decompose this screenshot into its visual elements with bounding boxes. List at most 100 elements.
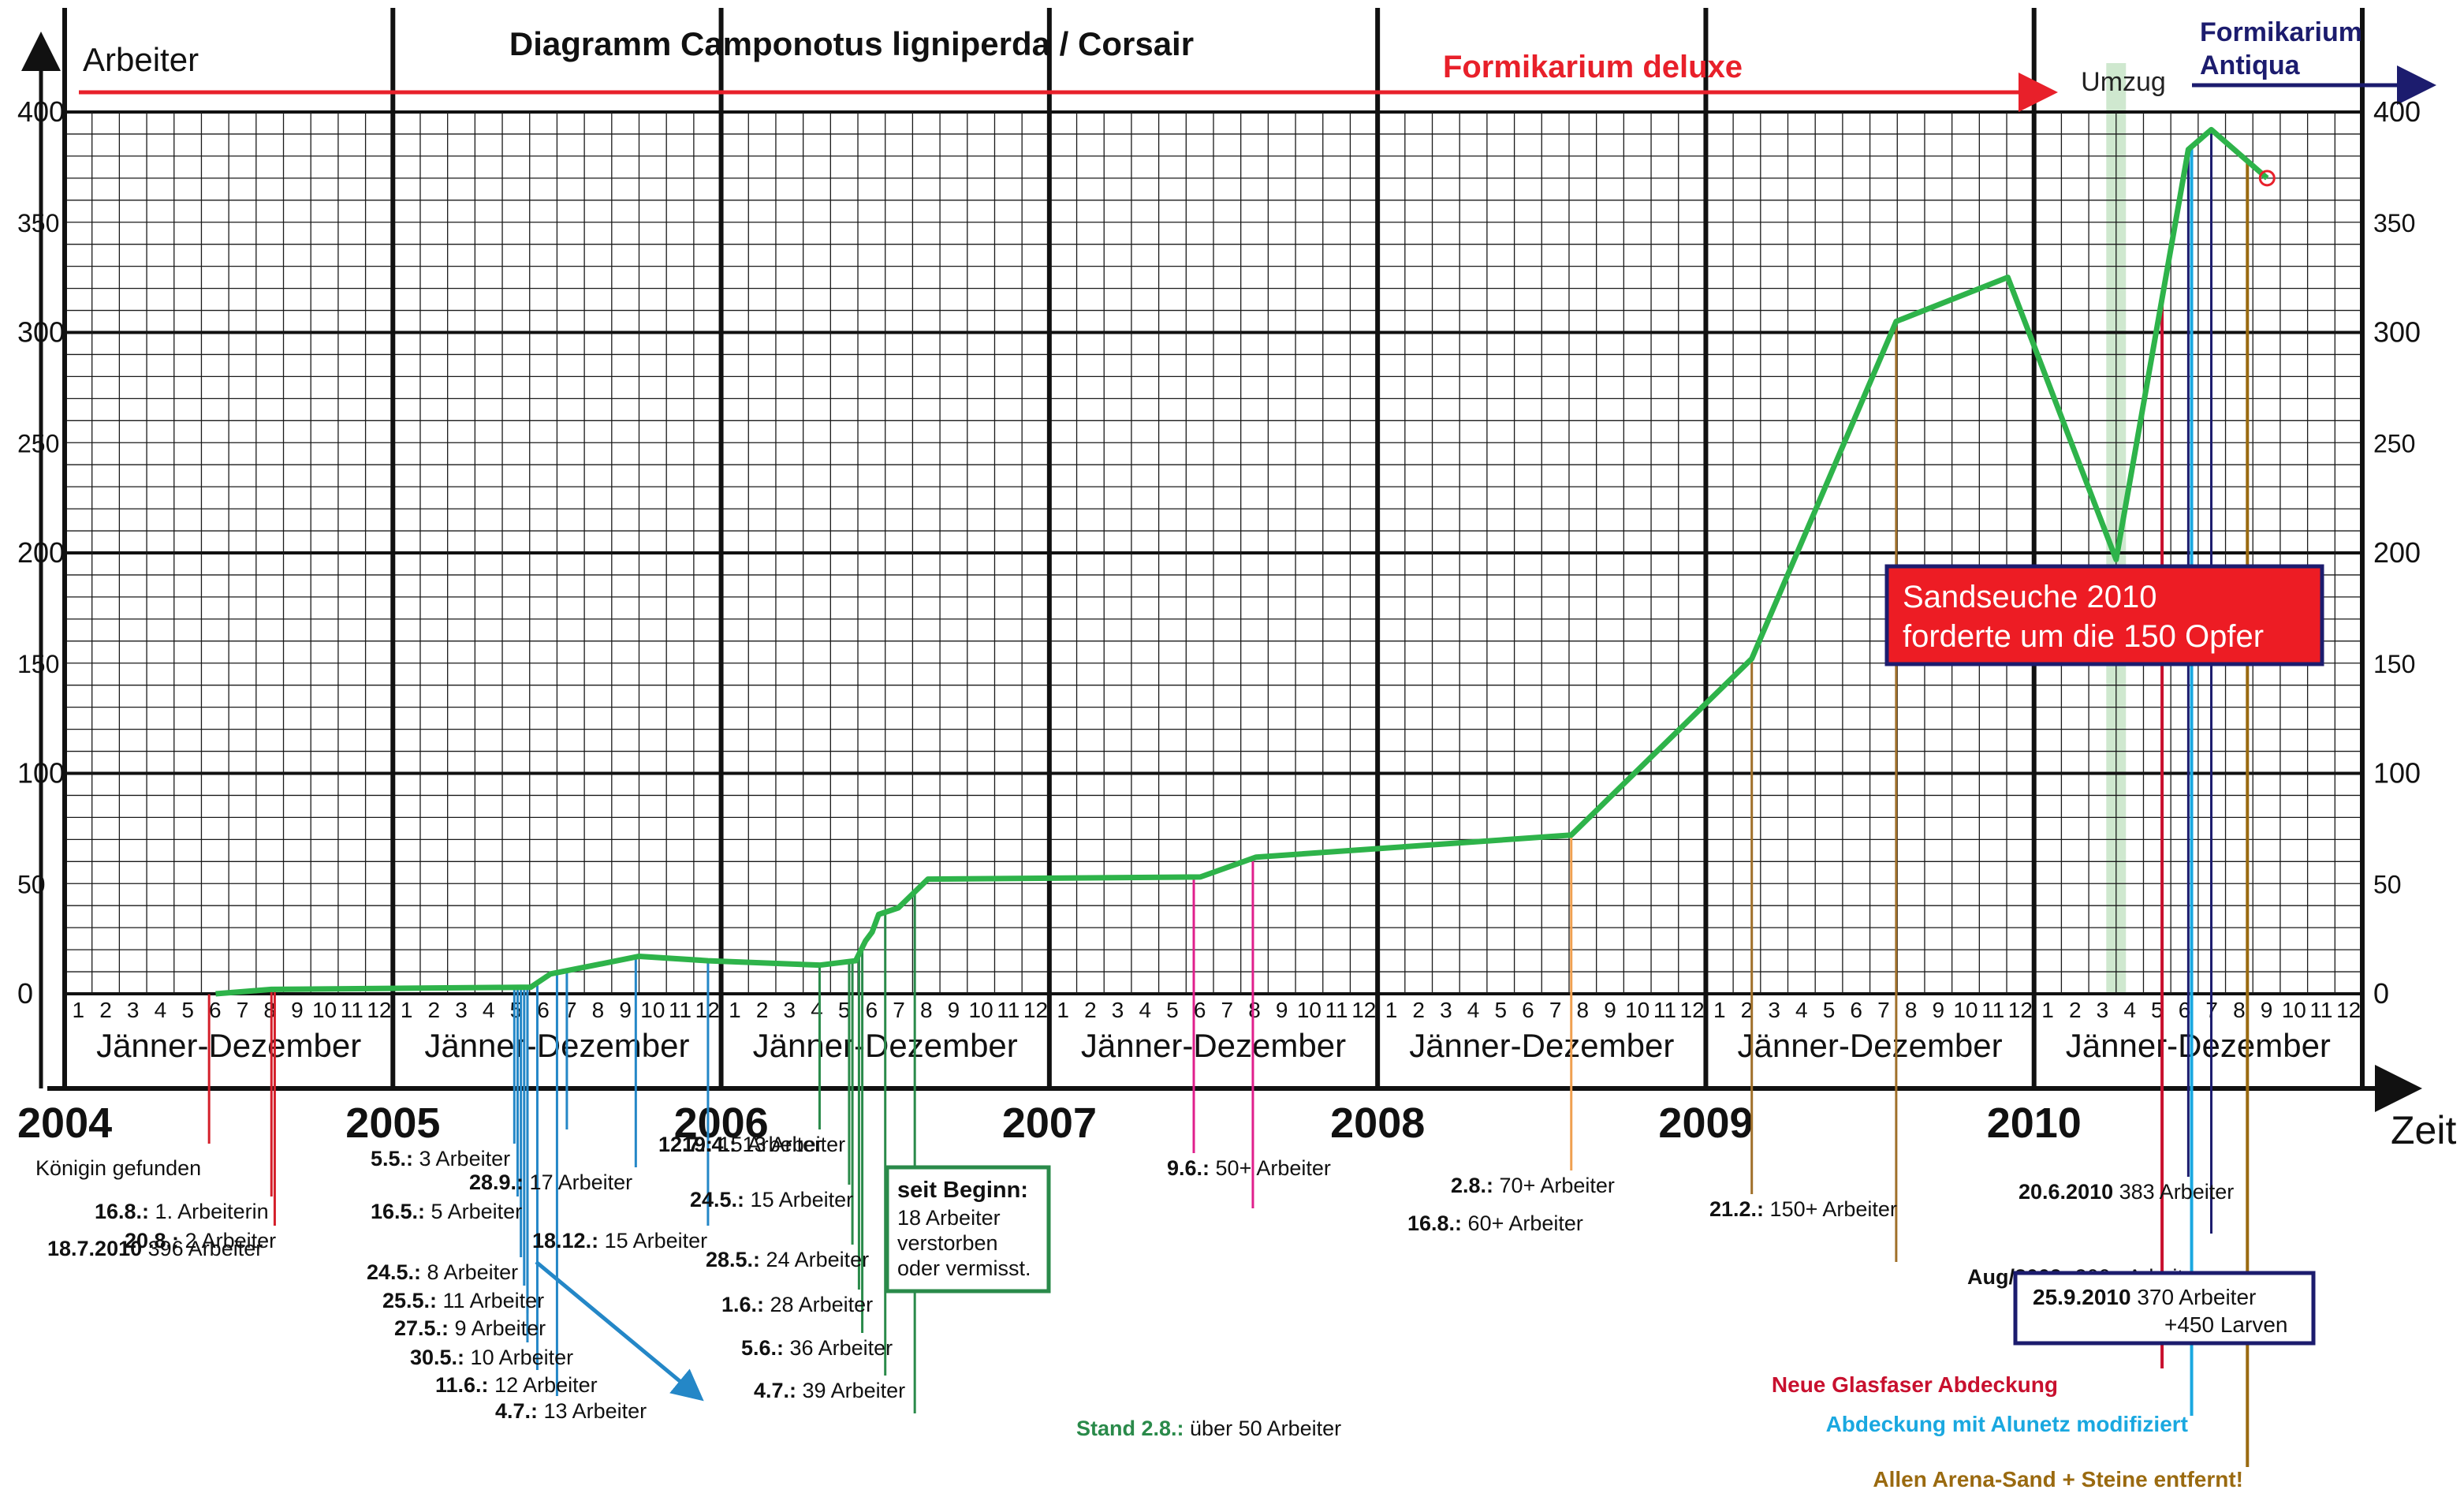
antiqua-line: Antiqua (2200, 50, 2301, 80)
year-label: 2010 (1987, 1099, 2082, 1147)
annotation-date: 19.4.: (682, 1133, 736, 1156)
losses-box-title: seit Beginn: (897, 1178, 1028, 1203)
sandseuche-line: Sandseuche 2010 (1903, 580, 2157, 614)
annotation-label: 5.5.: 3 Arbeiter (371, 1147, 510, 1170)
annotation-text: 24 Arbeiter (760, 1248, 869, 1271)
annotation-text: 1. Arbeiterin (149, 1200, 269, 1223)
formikarium-antiqua-label: Formikarium Antiqua (2200, 17, 2362, 80)
final-count-line-2: +450 Larven (2164, 1312, 2287, 1337)
annotation-date: 5.5.: (371, 1147, 413, 1170)
month-tick-label: 2 (1741, 998, 1754, 1022)
annotation-label: 11.6.: 12 Arbeiter (435, 1373, 598, 1397)
month-tick-label: 3 (1112, 998, 1124, 1022)
annotation-date: 1.6.: (721, 1293, 764, 1316)
month-tick-label: 9 (948, 998, 960, 1022)
annotation-date: 18.12.: (532, 1229, 598, 1252)
annotation-label: 20.8.: 2 Arbeiter (125, 1229, 276, 1252)
month-tick-label: 8 (263, 998, 276, 1022)
final-count-box (2013, 1271, 2316, 1346)
month-tick-label: 4 (2123, 998, 2136, 1022)
month-tick-label: 5 (2151, 998, 2164, 1022)
month-tick-label: 10 (640, 998, 665, 1022)
annotation-text: 28 Arbeiter (764, 1293, 873, 1316)
annotation-label: 24.5.: 15 Arbeiter (690, 1188, 853, 1211)
month-tick-label: 6 (1522, 998, 1534, 1022)
month-tick-label: 1 (1057, 998, 1069, 1022)
month-tick-label: 5 (1166, 998, 1179, 1022)
grid (62, 8, 2365, 1088)
month-tick-label: 2 (2069, 998, 2082, 1022)
month-tick-label: 6 (1850, 998, 1862, 1022)
annotation-label: 25.5.: 11 Arbeiter (382, 1289, 544, 1312)
month-tick-label: 3 (1768, 998, 1780, 1022)
month-tick-label: 5 (181, 998, 194, 1022)
month-tick-label: 4 (155, 998, 167, 1022)
annotation-text: 17 Arbeiter (524, 1170, 632, 1194)
month-tick-label: 8 (1577, 998, 1590, 1022)
annotation-text: über 50 Arbeiter (1184, 1417, 1342, 1440)
losses-box-line-2: verstorben (897, 1231, 998, 1255)
event-label: Abdeckung mit Alunetz modifiziert (1826, 1412, 2188, 1436)
annotation-date: 24.5.: (690, 1188, 744, 1211)
period-label: Jänner-Dezember (96, 1027, 361, 1064)
annotation-text: Königin gefunden (35, 1156, 201, 1180)
annotation-date: Stand 2.8.: (1076, 1417, 1184, 1440)
annotation-label: 2.8.: 70+ Arbeiter (1451, 1174, 1615, 1197)
y-tick-label-left: 0 (17, 977, 33, 1010)
month-tick-label: 5 (838, 998, 851, 1022)
y-tick-label-right: 150 (2373, 650, 2415, 678)
month-tick-label: 12 (1023, 998, 1048, 1022)
y-tick-label-right: 200 (2373, 536, 2421, 569)
x-axis-label: Zeit (2391, 1108, 2456, 1152)
annotation-date: 30.5.: (410, 1346, 464, 1369)
annotation-label: 28.5.: 24 Arbeiter (706, 1248, 869, 1271)
month-tick-label: 6 (1194, 998, 1206, 1022)
annotation-text: 15 Arbeiter (713, 1133, 822, 1156)
month-tick-label: 3 (1440, 998, 1452, 1022)
month-tick-label: 5 (1823, 998, 1836, 1022)
month-tick-label: 4 (483, 998, 495, 1022)
final-count-line-1: 25.9.2010 370 Arbeiter (2033, 1285, 2256, 1309)
month-tick-label: 11 (669, 998, 691, 1022)
annotation-date: 21.2.: (1709, 1197, 1764, 1221)
annotation-text: 396 Arbeiter (142, 1237, 263, 1260)
month-tick-label: 10 (1297, 998, 1321, 1022)
annotation-date: 16.8.: (1407, 1211, 1462, 1235)
event-label: Allen Arena-Sand + Steine entfernt! (1873, 1467, 2243, 1491)
losses-box-line-3: oder vermisst. (897, 1256, 1031, 1280)
y-tick-label-right: 300 (2373, 316, 2421, 349)
annotation-label: 12.7.: 15 Arbeiter (658, 1133, 822, 1156)
annotation-date: 20.6.2010 (2019, 1180, 2113, 1204)
y-tick-label-left: 400 (17, 95, 65, 128)
month-tick-label: 8 (592, 998, 605, 1022)
month-tick-label: 1 (729, 998, 741, 1022)
month-tick-label: 11 (341, 998, 363, 1022)
month-tick-label: 8 (920, 998, 933, 1022)
annotation-text: 39 Arbeiter (796, 1379, 905, 1402)
month-tick-label: 10 (312, 998, 337, 1022)
y-tick-label-left: 150 (17, 650, 59, 678)
y-tick-label-right: 250 (2373, 429, 2415, 457)
month-tick-label: 3 (455, 998, 468, 1022)
y-tick-label-left: 350 (17, 209, 59, 237)
annotation-date: 20.8.: (125, 1229, 179, 1252)
annotation-text: 383 Arbeiter (2113, 1180, 2234, 1204)
y-tick-label-right: 400 (2373, 95, 2421, 128)
month-tick-label: 1 (1385, 998, 1398, 1022)
month-tick-label: 10 (1953, 998, 1978, 1022)
umzug-label: Umzug (2081, 67, 2166, 97)
month-tick-label: 9 (1276, 998, 1288, 1022)
annotation-label: 4.7.: 39 Arbeiter (754, 1379, 905, 1402)
month-tick-label: 6 (537, 998, 550, 1022)
year-label: 2004 (17, 1099, 112, 1147)
month-tick-label: 3 (784, 998, 796, 1022)
y-tick-label-left: 200 (17, 536, 65, 569)
year-label: 2007 (1002, 1099, 1097, 1147)
annotation-date: 27.5.: (394, 1316, 449, 1340)
y-ticks: 0 0 50 50 100 100 150 150 200 200 250 250 300 300 350 3… (17, 95, 2421, 1010)
annotation-date: 24.5.: (367, 1260, 421, 1284)
y-tick-label-right: 50 (2373, 870, 2402, 898)
annotation-label: 21.2.: 150+ Arbeiter (1709, 1197, 1897, 1221)
annotation-date: 28.5.: (706, 1248, 760, 1271)
losses-box (885, 1165, 1051, 1294)
